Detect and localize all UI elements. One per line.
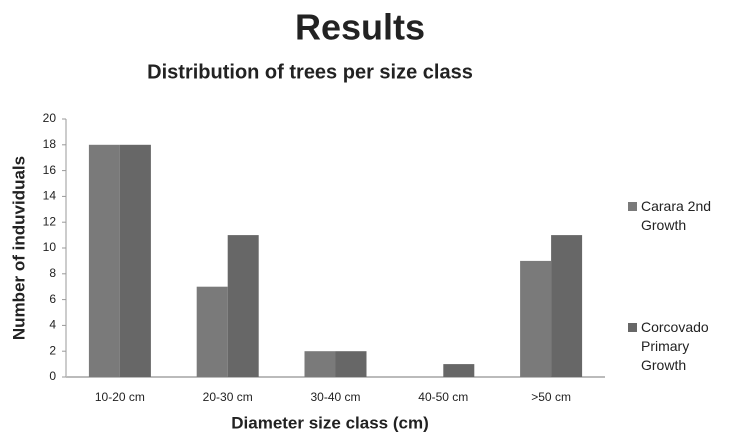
legend-item: Corcovado Primary Growth [628, 318, 712, 375]
y-tick-label: 16 [43, 163, 57, 177]
y-tick-label: 18 [43, 137, 57, 151]
y-tick-label: 0 [49, 369, 56, 383]
legend-swatch [628, 323, 637, 332]
bar [520, 260, 552, 377]
bar [304, 351, 336, 377]
legend-label: Carara 2nd Growth [641, 198, 712, 233]
x-tick-label: 40-50 cm [418, 390, 468, 404]
y-tick-label: 8 [49, 266, 56, 280]
x-axis-label: Diameter size class (cm) [231, 413, 429, 432]
legend-swatch [628, 202, 637, 211]
legend-item: Carara 2nd Growth [628, 197, 712, 235]
bar [551, 235, 583, 377]
bar [119, 144, 151, 377]
y-tick-label: 20 [43, 111, 57, 125]
y-axis-label: Number of induviduals [9, 156, 28, 340]
y-tick-label: 2 [49, 343, 56, 357]
bar [443, 364, 475, 377]
bar [88, 144, 120, 377]
y-tick-label: 12 [43, 214, 57, 228]
y-tick-label: 10 [43, 240, 57, 254]
chart-title: Results [295, 7, 425, 48]
x-tick-label: 30-40 cm [310, 390, 360, 404]
legend-label: Corcovado Primary Growth [641, 319, 709, 373]
x-tick-label: 10-20 cm [95, 390, 145, 404]
bar [196, 286, 228, 377]
chart-subtitle: Distribution of trees per size class [147, 61, 473, 83]
bar [227, 235, 259, 377]
x-tick-label: >50 cm [531, 390, 571, 404]
y-tick-label: 4 [49, 318, 56, 332]
y-tick-label: 6 [49, 292, 56, 306]
y-tick-label: 14 [43, 189, 57, 203]
bar [335, 351, 367, 377]
x-tick-label: 20-30 cm [203, 390, 253, 404]
